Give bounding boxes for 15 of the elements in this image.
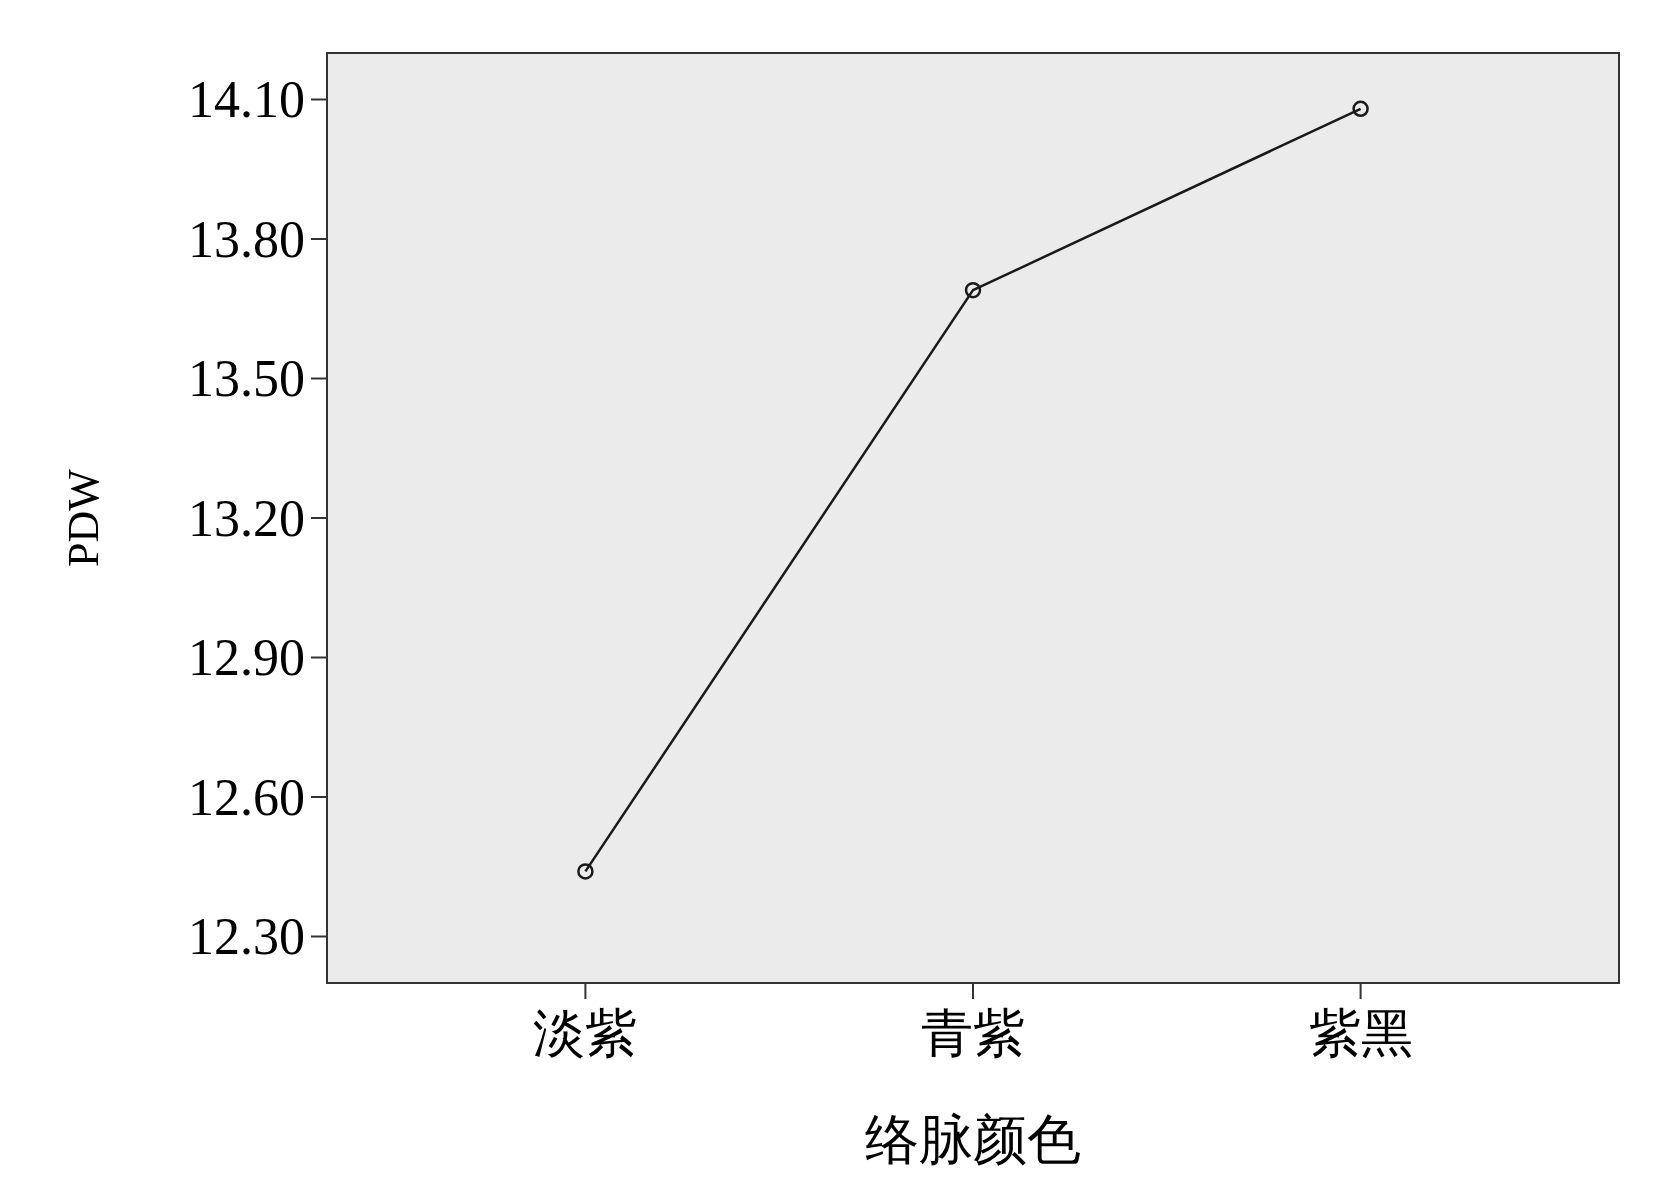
- y-tick-label: 14.10: [188, 71, 305, 128]
- point: [964, 281, 982, 299]
- y-tick-label: 12.30: [188, 908, 305, 965]
- x-tick-label: 青紫: [921, 1005, 1025, 1062]
- y-tick-label: 13.80: [188, 210, 305, 268]
- x-axis-title: 络脉颜色: [865, 1110, 1081, 1170]
- point: [577, 863, 594, 880]
- x-tick-label: 紫黑: [1308, 1005, 1413, 1062]
- y-tick-label: 12.90: [188, 629, 305, 686]
- y-tick-label: 13.20: [188, 489, 305, 547]
- y-tick-label: 12.60: [188, 768, 305, 826]
- point: [1352, 100, 1369, 118]
- x-tick-label: 淡紫: [533, 1005, 638, 1062]
- y-axis-title: PDW: [59, 468, 108, 567]
- y-tick-label: 13.50: [188, 350, 305, 407]
